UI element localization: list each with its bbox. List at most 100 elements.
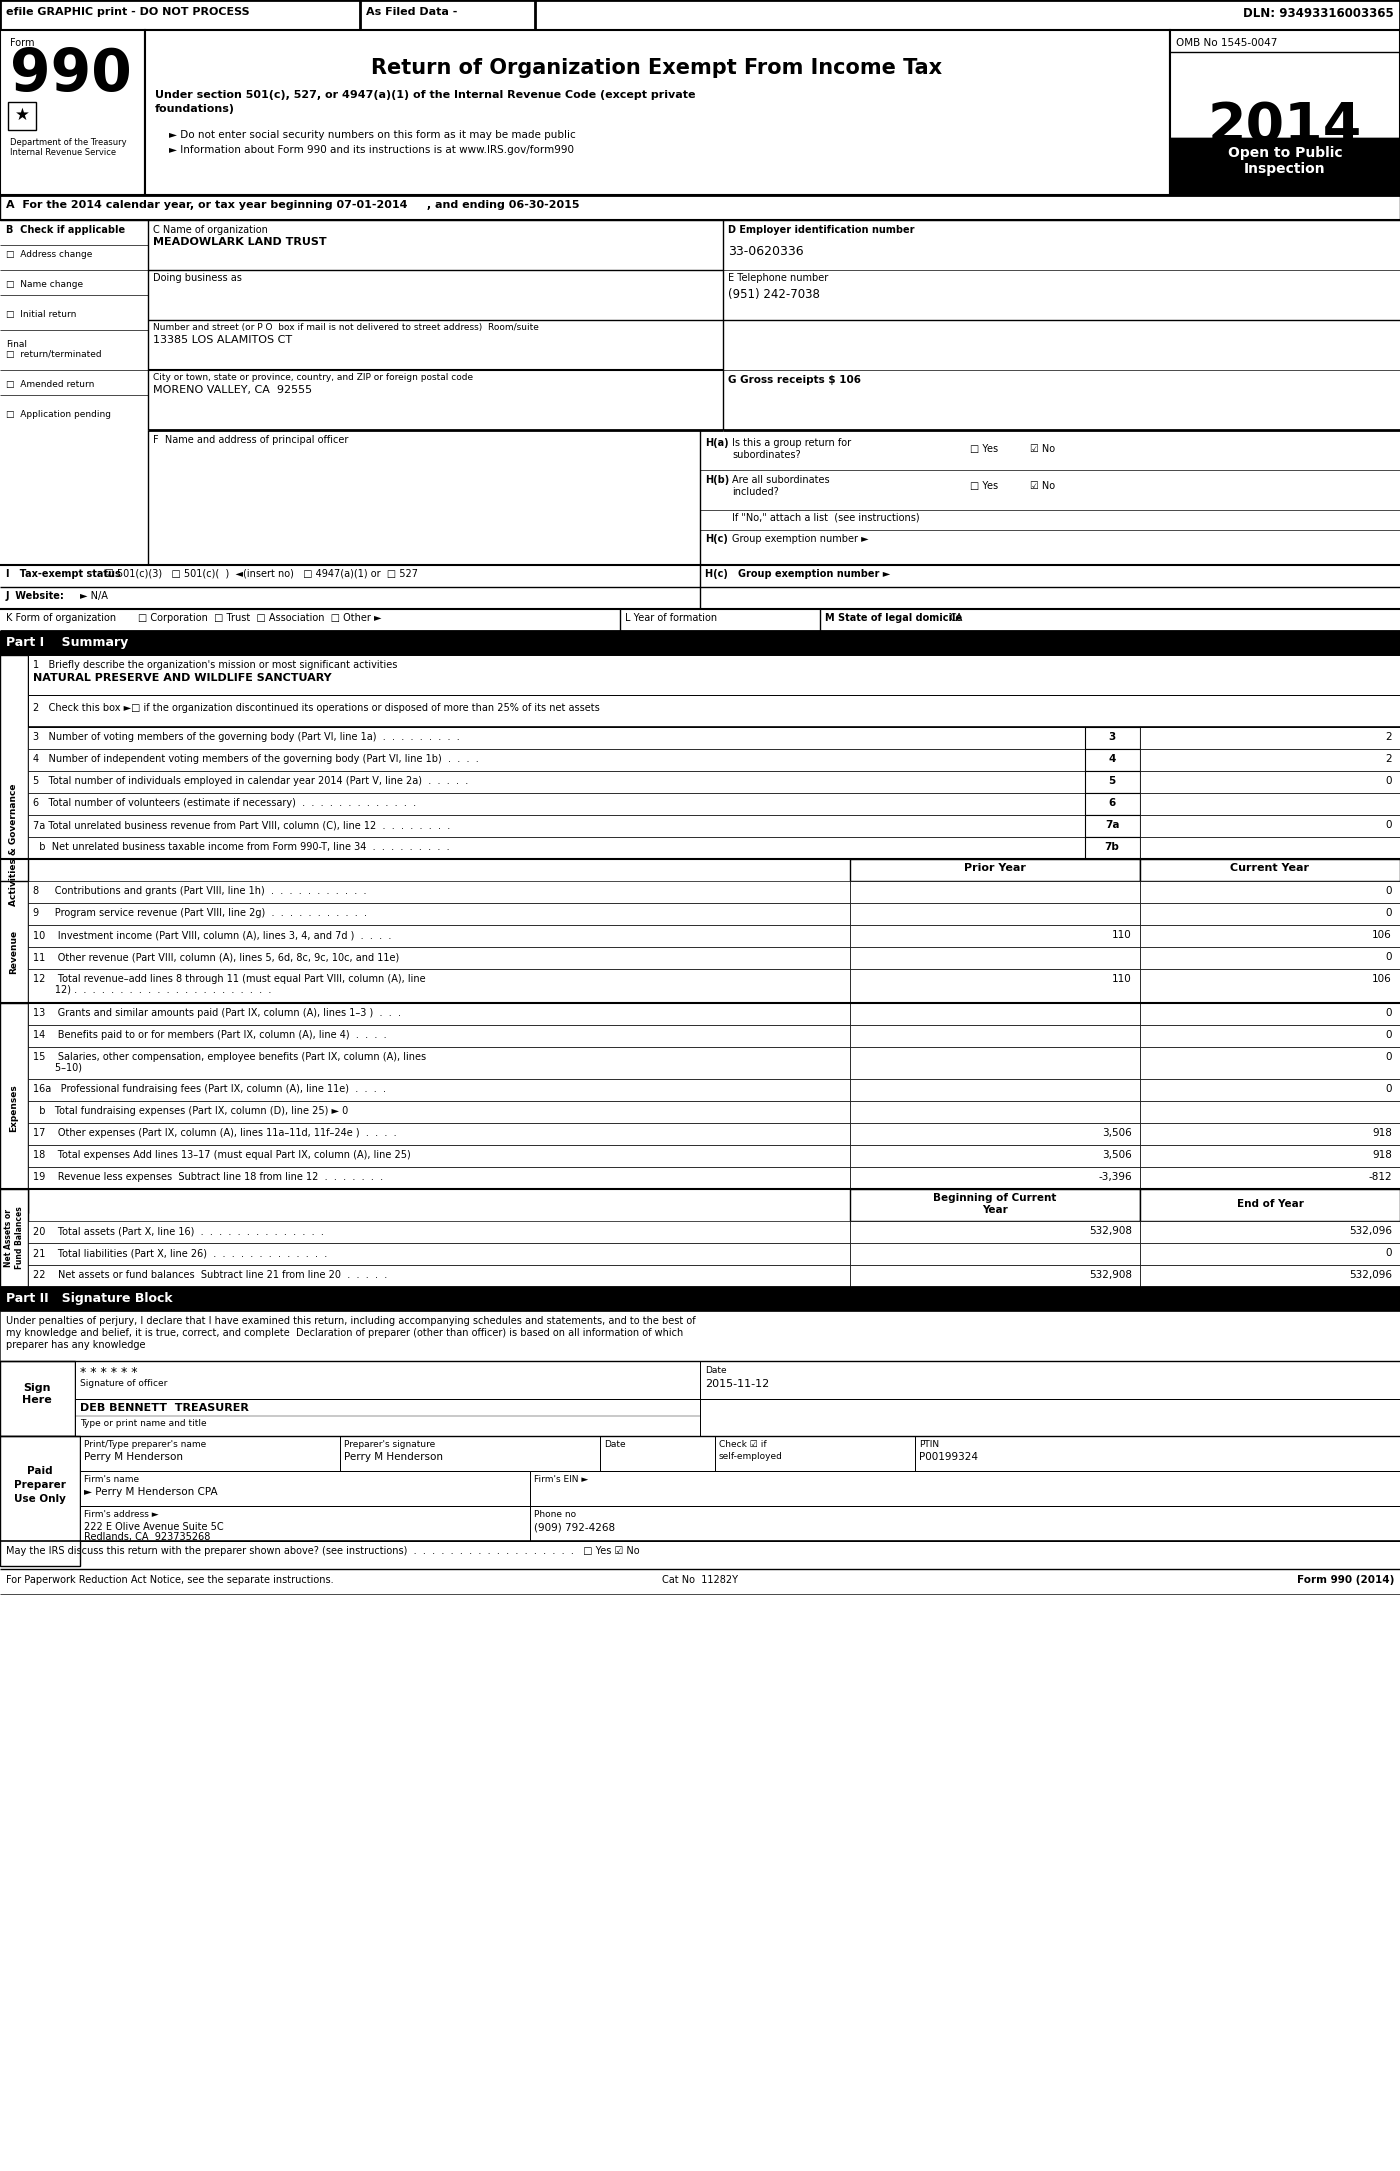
Text: 532,908: 532,908 bbox=[1089, 1227, 1133, 1235]
Bar bbox=[700, 1361, 1400, 1398]
Text: 12) .  .  .  .  .  .  .  .  .  .  .  .  .  .  .  .  .  .  .  .  .  .: 12) . . . . . . . . . . . . . . . . . . … bbox=[34, 983, 272, 994]
Text: For Paperwork Reduction Act Notice, see the separate instructions.: For Paperwork Reduction Act Notice, see … bbox=[6, 1574, 333, 1585]
Bar bbox=[28, 881, 850, 903]
Text: □  Amended return: □ Amended return bbox=[6, 380, 94, 389]
Bar bbox=[0, 195, 1400, 219]
Text: 6: 6 bbox=[1109, 799, 1116, 808]
Bar bbox=[1140, 1046, 1400, 1079]
Text: □  Name change: □ Name change bbox=[6, 280, 83, 289]
Bar bbox=[0, 632, 1400, 656]
Text: 3   Number of voting members of the governing body (Part VI, line 1a)  .  .  .  : 3 Number of voting members of the govern… bbox=[34, 732, 459, 742]
Text: 15    Salaries, other compensation, employee benefits (Part IX, column (A), line: 15 Salaries, other compensation, employe… bbox=[34, 1053, 426, 1062]
Text: Prior Year: Prior Year bbox=[965, 864, 1026, 873]
Bar bbox=[850, 1244, 1140, 1266]
Text: H(b): H(b) bbox=[706, 475, 729, 484]
Bar bbox=[0, 30, 146, 195]
Text: 222 E Olive Avenue Suite 5C: 222 E Olive Avenue Suite 5C bbox=[84, 1522, 224, 1533]
Text: Final: Final bbox=[6, 341, 27, 350]
Bar bbox=[1140, 1220, 1400, 1244]
Text: Redlands, CA  923735268: Redlands, CA 923735268 bbox=[84, 1533, 210, 1541]
Text: 8     Contributions and grants (Part VIII, line 1h)  .  .  .  .  .  .  .  .  .  : 8 Contributions and grants (Part VIII, l… bbox=[34, 886, 367, 897]
Text: NATURAL PRESERVE AND WILDLIFE SANCTUARY: NATURAL PRESERVE AND WILDLIFE SANCTUARY bbox=[34, 673, 332, 684]
Text: 532,908: 532,908 bbox=[1089, 1270, 1133, 1281]
Bar bbox=[850, 860, 1140, 881]
Bar bbox=[1140, 968, 1400, 1003]
Text: Signature of officer: Signature of officer bbox=[80, 1379, 168, 1387]
Bar bbox=[28, 1079, 850, 1101]
Text: Preparer's signature: Preparer's signature bbox=[344, 1439, 435, 1448]
Text: 0: 0 bbox=[1386, 1248, 1392, 1257]
Bar bbox=[0, 656, 28, 1036]
Bar bbox=[1085, 814, 1140, 838]
Text: Perry M Henderson: Perry M Henderson bbox=[344, 1452, 442, 1461]
Bar bbox=[1085, 792, 1140, 814]
Bar bbox=[1140, 1266, 1400, 1287]
Text: 13385 LOS ALAMITOS CT: 13385 LOS ALAMITOS CT bbox=[153, 334, 293, 345]
Text: ► Do not enter social security numbers on this form as it may be made public: ► Do not enter social security numbers o… bbox=[169, 130, 575, 139]
Text: B  Check if applicable: B Check if applicable bbox=[6, 226, 125, 234]
Bar bbox=[0, 1311, 1400, 1361]
Text: □ Yes: □ Yes bbox=[970, 445, 998, 454]
Text: included?: included? bbox=[732, 486, 778, 497]
Bar bbox=[28, 925, 850, 947]
Text: OMB No 1545-0047: OMB No 1545-0047 bbox=[1176, 39, 1277, 48]
Bar bbox=[1085, 771, 1140, 792]
Text: City or town, state or province, country, and ZIP or foreign postal code: City or town, state or province, country… bbox=[153, 373, 473, 382]
Text: MORENO VALLEY, CA  92555: MORENO VALLEY, CA 92555 bbox=[153, 384, 312, 395]
Text: Type or print name and title: Type or print name and title bbox=[80, 1420, 207, 1429]
Text: □ Yes: □ Yes bbox=[970, 482, 998, 491]
Bar bbox=[1140, 1101, 1400, 1122]
Bar bbox=[850, 1220, 1140, 1244]
Text: End of Year: End of Year bbox=[1236, 1198, 1303, 1209]
Text: ☑ No: ☑ No bbox=[1030, 445, 1056, 454]
Text: □  return/terminated: □ return/terminated bbox=[6, 350, 102, 358]
Text: ★: ★ bbox=[14, 106, 29, 124]
Bar bbox=[0, 1287, 1400, 1311]
Bar bbox=[1170, 139, 1400, 195]
Bar bbox=[28, 749, 1085, 771]
Text: 110: 110 bbox=[1112, 975, 1133, 983]
Text: 110: 110 bbox=[1112, 929, 1133, 940]
Text: 532,096: 532,096 bbox=[1350, 1227, 1392, 1235]
Text: Form: Form bbox=[10, 39, 35, 48]
Text: 3,506: 3,506 bbox=[1102, 1129, 1133, 1138]
Bar bbox=[1140, 1244, 1400, 1266]
Bar bbox=[1140, 1003, 1400, 1025]
Text: Inspection: Inspection bbox=[1245, 163, 1326, 176]
Bar bbox=[1140, 771, 1400, 792]
Bar bbox=[0, 1003, 28, 1214]
Bar bbox=[1140, 814, 1400, 838]
Text: DLN: 93493316003365: DLN: 93493316003365 bbox=[1243, 7, 1394, 20]
Text: (951) 242-7038: (951) 242-7038 bbox=[728, 289, 820, 302]
Text: I   Tax-exempt status: I Tax-exempt status bbox=[6, 569, 120, 580]
Text: Under penalties of perjury, I declare that I have examined this return, includin: Under penalties of perjury, I declare th… bbox=[6, 1316, 696, 1326]
Bar bbox=[0, 1190, 28, 1287]
Bar bbox=[1140, 947, 1400, 968]
Text: Beginning of Current
Year: Beginning of Current Year bbox=[934, 1194, 1057, 1214]
Text: D Employer identification number: D Employer identification number bbox=[728, 226, 914, 234]
Bar bbox=[1085, 727, 1140, 749]
Bar bbox=[28, 814, 1085, 838]
Bar bbox=[1140, 727, 1400, 749]
Text: F  Name and address of principal officer: F Name and address of principal officer bbox=[153, 434, 349, 445]
Text: ► Information about Form 990 and its instructions is at www.IRS.gov/form990: ► Information about Form 990 and its ins… bbox=[169, 145, 574, 154]
Text: 0: 0 bbox=[1386, 953, 1392, 962]
Bar bbox=[28, 1220, 850, 1244]
Bar bbox=[700, 1398, 1400, 1435]
Bar bbox=[850, 903, 1140, 925]
Bar bbox=[1140, 1079, 1400, 1101]
Bar bbox=[601, 1435, 715, 1472]
Text: 2   Check this box ►□ if the organization discontinued its operations or dispose: 2 Check this box ►□ if the organization … bbox=[34, 703, 599, 712]
Text: 7a Total unrelated business revenue from Part VIII, column (C), line 12  .  .  .: 7a Total unrelated business revenue from… bbox=[34, 821, 451, 829]
Bar bbox=[28, 656, 1400, 695]
Text: 0: 0 bbox=[1386, 1029, 1392, 1040]
Bar bbox=[850, 1079, 1140, 1101]
Text: 5   Total number of individuals employed in calendar year 2014 (Part V, line 2a): 5 Total number of individuals employed i… bbox=[34, 775, 468, 786]
Text: □  Application pending: □ Application pending bbox=[6, 410, 111, 419]
Text: Group exemption number ►: Group exemption number ► bbox=[732, 534, 868, 545]
Text: Activities & Governance: Activities & Governance bbox=[10, 784, 18, 905]
Text: As Filed Data -: As Filed Data - bbox=[365, 7, 458, 17]
Text: Date: Date bbox=[706, 1366, 727, 1374]
Text: subordinates?: subordinates? bbox=[732, 449, 801, 460]
Bar bbox=[340, 1435, 601, 1472]
